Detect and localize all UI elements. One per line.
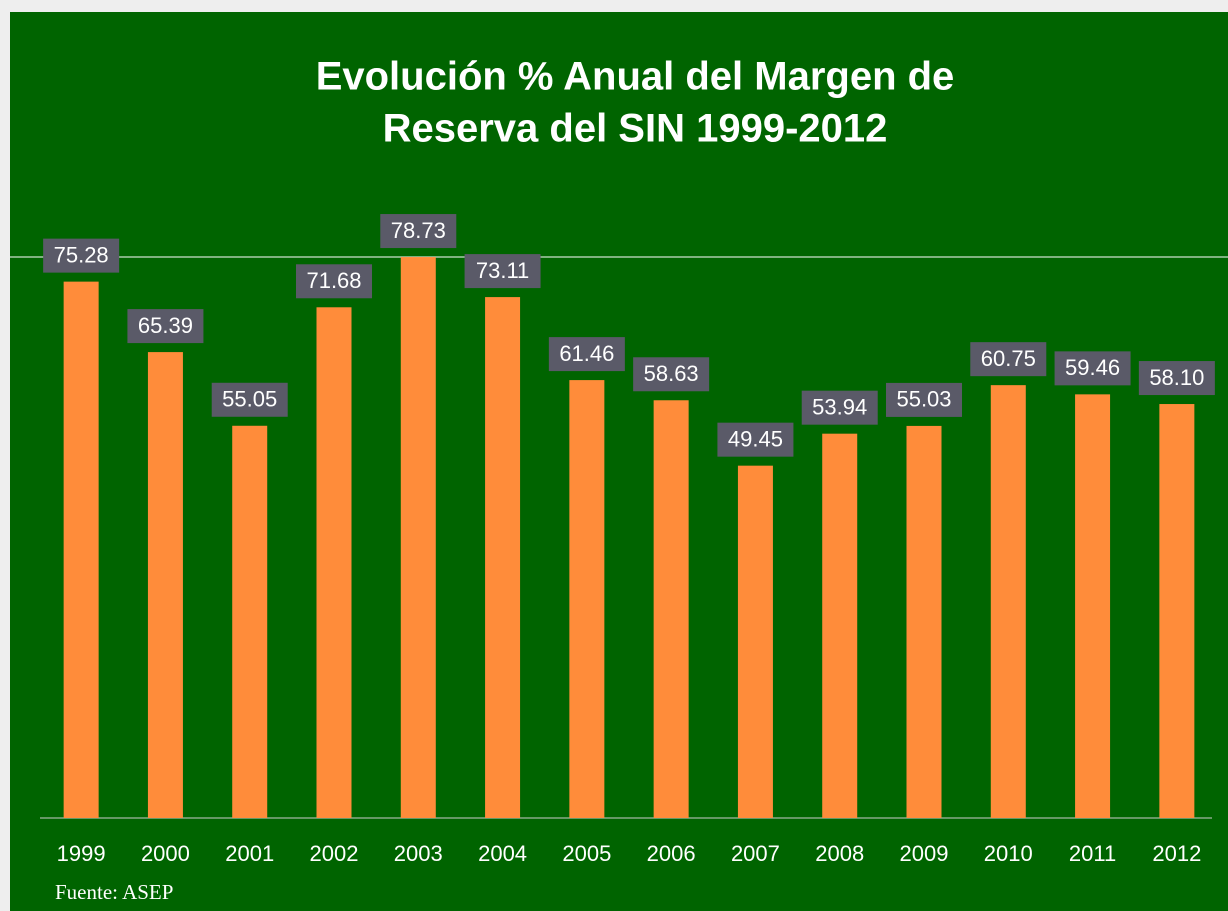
x-tick-label: 2008 bbox=[815, 841, 864, 866]
bar bbox=[232, 425, 268, 818]
bar bbox=[400, 257, 436, 819]
data-label: 55.05 bbox=[222, 387, 277, 412]
data-label-box bbox=[886, 382, 962, 417]
data-label: 60.75 bbox=[981, 346, 1036, 371]
bar bbox=[737, 465, 773, 818]
x-tick-label: 2011 bbox=[1069, 841, 1116, 866]
x-tick-label: 2010 bbox=[984, 841, 1033, 866]
data-label: 75.28 bbox=[54, 242, 109, 267]
bar bbox=[316, 307, 352, 818]
data-label: 53.94 bbox=[812, 394, 867, 419]
data-label-box bbox=[380, 214, 457, 249]
x-tick-label: 2006 bbox=[647, 841, 696, 866]
data-label-box bbox=[127, 309, 204, 344]
x-tick-label: 2002 bbox=[310, 841, 359, 866]
data-label: 71.68 bbox=[306, 268, 361, 293]
x-tick-label: 2000 bbox=[141, 841, 190, 866]
data-label: 65.39 bbox=[138, 313, 193, 338]
data-label: 55.03 bbox=[896, 387, 951, 412]
chart-title: Reserva del SIN 1999-2012 bbox=[383, 107, 888, 151]
bar bbox=[1159, 404, 1195, 818]
x-tick-label: 2001 bbox=[225, 841, 274, 866]
data-label: 59.46 bbox=[1065, 355, 1120, 380]
bar bbox=[1075, 394, 1111, 818]
data-label-box bbox=[1054, 351, 1131, 386]
data-label: 49.45 bbox=[728, 426, 783, 451]
data-label: 58.63 bbox=[644, 361, 699, 386]
bar bbox=[653, 400, 689, 818]
data-label-box bbox=[211, 382, 288, 417]
data-label: 78.73 bbox=[391, 218, 446, 243]
bar bbox=[990, 385, 1026, 818]
bar bbox=[63, 281, 99, 818]
data-label-box bbox=[43, 238, 120, 273]
data-label-box bbox=[801, 390, 878, 425]
x-tick-label: 2004 bbox=[478, 841, 527, 866]
source-note: Fuente: ASEP bbox=[55, 880, 173, 904]
bar bbox=[485, 297, 521, 818]
data-label-box bbox=[464, 254, 541, 289]
x-tick-label: 2005 bbox=[562, 841, 611, 866]
x-tick-label: 2003 bbox=[394, 841, 443, 866]
x-tick-label: 1999 bbox=[57, 841, 106, 866]
x-tick-label: 2009 bbox=[900, 841, 949, 866]
chart-title: Evolución % Anual del Margen de bbox=[316, 55, 955, 99]
data-label: 73.11 bbox=[476, 258, 529, 283]
bar bbox=[906, 425, 942, 818]
data-label-box bbox=[1138, 361, 1215, 396]
bar bbox=[147, 352, 183, 818]
bar bbox=[822, 433, 858, 818]
bar bbox=[569, 380, 605, 818]
data-label-box bbox=[633, 357, 710, 392]
data-label: 61.46 bbox=[559, 341, 614, 366]
data-label: 58.10 bbox=[1149, 365, 1204, 390]
data-label-box bbox=[970, 342, 1047, 377]
data-label-box bbox=[548, 337, 625, 372]
data-label-box bbox=[296, 264, 372, 299]
data-label-box bbox=[717, 422, 794, 457]
x-tick-label: 2007 bbox=[731, 841, 780, 866]
x-tick-label: 2012 bbox=[1152, 841, 1201, 866]
